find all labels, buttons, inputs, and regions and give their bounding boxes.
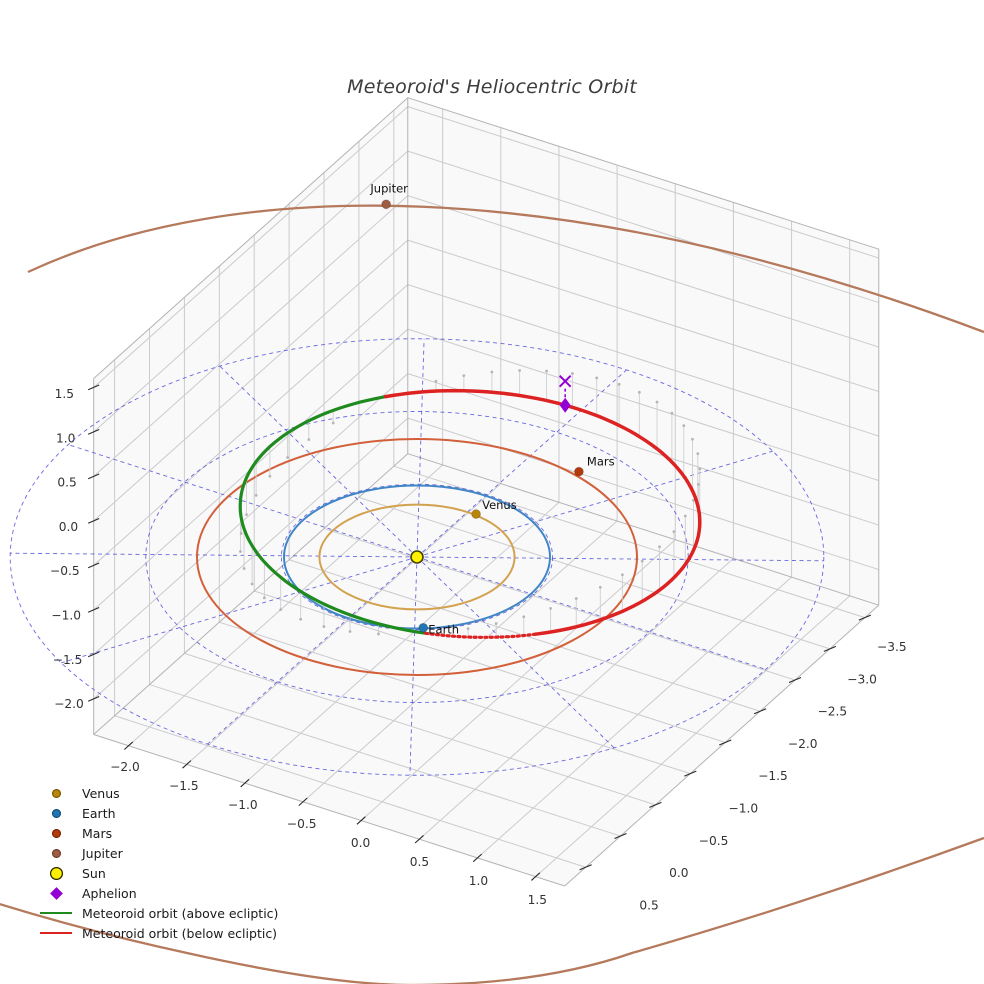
legend-swatch-icon xyxy=(30,809,82,819)
tick-label: 1.0 xyxy=(469,874,488,888)
legend-swatch-icon xyxy=(30,849,82,859)
legend-swatch-icon xyxy=(30,829,82,839)
planet-dot-jupiter xyxy=(381,199,392,210)
planet-dot-mars xyxy=(574,466,584,477)
legend-swatch-icon xyxy=(30,867,82,880)
orbit-jupiter xyxy=(0,204,984,984)
tick-label: 0.5 xyxy=(639,898,658,912)
legend-label: Meteoroid orbit (below ecliptic) xyxy=(82,925,278,941)
axes-panes xyxy=(93,97,879,886)
tick-label: −1.0 xyxy=(228,798,258,812)
legend-item-meteoroid-orbit-below-ecliptic: Meteoroid orbit (below ecliptic) xyxy=(30,923,278,943)
orbit-venus xyxy=(318,503,516,611)
legend-swatch-icon xyxy=(30,789,82,799)
tick-label: −0.5 xyxy=(699,834,729,848)
planet-venus: Venus xyxy=(471,498,517,519)
tick-label: 1.5 xyxy=(55,387,74,401)
axis-tick-labels: 1.5 1.0 0.5 0.0 −0.5 −1.0 −1.5 −2.0 −2.0 −1.5 −1.0… xyxy=(50,387,907,912)
tick-label: −1.0 xyxy=(51,609,81,623)
planet-dot-venus xyxy=(471,509,481,519)
ecliptic-polar-grid xyxy=(9,338,825,776)
legend-label: Mars xyxy=(82,826,113,842)
orbit-mars xyxy=(196,438,638,676)
tick-label: 0.0 xyxy=(59,520,78,534)
legend-item-mars: Mars xyxy=(30,824,278,844)
planet-earth: Earth xyxy=(418,622,459,637)
meteoroid-orbit-below-ecliptic xyxy=(383,388,702,636)
legend-label: Venus xyxy=(82,786,120,802)
axis-ticks xyxy=(87,384,872,881)
legend-label: Jupiter xyxy=(82,846,123,862)
legend-swatch-icon xyxy=(30,912,82,915)
meteoroid-orbit-below-ecliptic-dotted xyxy=(422,631,538,639)
planet-label-jupiter: Jupiter xyxy=(369,181,408,195)
meteoroid-orbit-above-ecliptic xyxy=(238,395,426,635)
aphelion-group xyxy=(558,374,572,413)
tick-label: −3.5 xyxy=(877,640,907,654)
tick-label: 1.5 xyxy=(528,893,547,907)
tick-label: −1.5 xyxy=(53,653,83,667)
legend-item-sun: Sun xyxy=(30,864,278,884)
planet-mars: Mars xyxy=(574,455,615,477)
legend-swatch-icon xyxy=(30,887,82,900)
pane-gridlines xyxy=(93,106,879,877)
aphelion-marker xyxy=(559,397,571,413)
sun-marker xyxy=(410,550,424,564)
tick-label: −1.0 xyxy=(729,802,759,816)
tick-label: 0.0 xyxy=(351,836,370,850)
tick-label: 0.5 xyxy=(410,855,429,869)
legend-label: Aphelion xyxy=(82,885,137,901)
tick-label: −0.5 xyxy=(50,564,80,578)
planet-label-earth: Earth xyxy=(428,623,459,637)
legend-item-jupiter: Jupiter xyxy=(30,844,278,864)
legend-label: Sun xyxy=(82,866,106,881)
tick-label: −2.0 xyxy=(110,760,140,774)
orbit-mars xyxy=(196,438,638,676)
tick-label: 0.5 xyxy=(57,476,76,490)
planet-dot-earth xyxy=(418,622,429,633)
tick-label: −2.5 xyxy=(818,705,848,719)
tick-label: 1.0 xyxy=(56,431,75,445)
legend-label: Earth xyxy=(82,806,116,822)
tick-label: −2.0 xyxy=(54,697,84,711)
tick-label: −3.0 xyxy=(847,672,877,686)
plot-title: Meteoroid's Heliocentric Orbit xyxy=(347,76,637,98)
legend-item-venus: Venus xyxy=(30,784,278,804)
legend-item-earth: Earth xyxy=(30,804,278,824)
tick-label: −0.5 xyxy=(287,817,317,831)
legend-item-meteoroid-orbit-above-ecliptic: Meteoroid orbit (above ecliptic) xyxy=(30,903,278,923)
planet-label-mars: Mars xyxy=(587,455,615,469)
meteoroid-orbit xyxy=(238,388,702,639)
orbit-earth xyxy=(283,484,551,630)
legend-label: Meteoroid orbit (above ecliptic) xyxy=(82,905,279,921)
orbit-earth xyxy=(283,484,551,630)
legend-item-aphelion: Aphelion xyxy=(30,883,278,903)
tick-label: 0.0 xyxy=(669,866,688,880)
orbit-venus xyxy=(318,503,516,611)
tick-label: −2.0 xyxy=(788,737,818,751)
legend: Venus Earth Mars Jupiter Sun Aphelion Meteoroi… xyxy=(30,784,278,943)
tick-label: −1.5 xyxy=(169,779,199,793)
planet-label-venus: Venus xyxy=(482,498,517,512)
axes-box-edges xyxy=(93,97,880,887)
tick-label: −1.5 xyxy=(758,769,788,783)
legend-swatch-icon xyxy=(30,932,82,935)
planet-jupiter: Jupiter xyxy=(369,181,408,210)
